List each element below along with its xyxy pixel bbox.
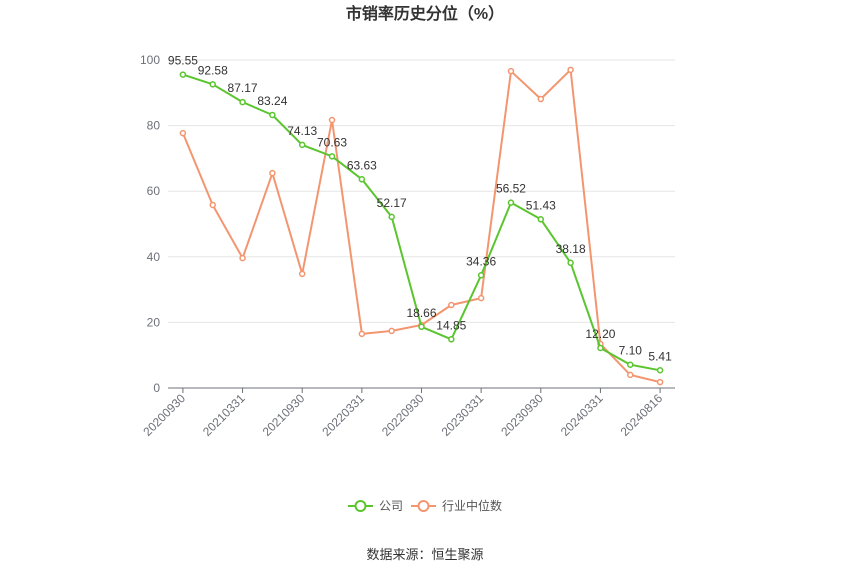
- company-point: [298, 141, 306, 149]
- data-label: 52.17: [377, 196, 407, 210]
- company-point: [269, 111, 276, 119]
- x-tick-label: 20230331: [439, 391, 487, 439]
- company-point: [328, 153, 336, 160]
- data-label: 14.85: [436, 318, 466, 332]
- data-label: 74.13: [287, 124, 317, 138]
- data-label: 34.36: [466, 254, 496, 268]
- data-label: 12.20: [585, 327, 615, 341]
- company-point: [627, 361, 634, 368]
- data-label: 5.41: [648, 349, 672, 363]
- industry-point: [269, 169, 276, 177]
- legend-industry-label: 行业中位数: [442, 498, 502, 513]
- industry-point: [328, 116, 336, 124]
- industry-point: [567, 66, 574, 74]
- x-tick-label: 20210930: [260, 391, 308, 439]
- industry-point: [179, 129, 187, 137]
- x-tick-label: 20220930: [379, 391, 427, 439]
- company-point: [656, 367, 664, 374]
- industry-point: [388, 327, 395, 335]
- company-point: [388, 213, 395, 221]
- series: [179, 66, 664, 386]
- y-tick-label: 80: [147, 119, 161, 133]
- data-label: 92.58: [198, 63, 228, 77]
- company-point: [537, 216, 545, 223]
- data-label: 7.10: [619, 344, 643, 358]
- company-point: [477, 272, 485, 279]
- data-label: 70.63: [317, 135, 347, 149]
- legend-industry-circle-icon: [417, 500, 430, 512]
- legend: 公司 行业中位数: [348, 498, 502, 513]
- industry-point: [656, 378, 664, 386]
- data-label: 38.18: [556, 242, 586, 256]
- company-point: [567, 259, 574, 267]
- company-point: [418, 323, 425, 331]
- data-source: 数据来源：恒生聚源: [366, 547, 483, 562]
- data-label: 87.17: [228, 81, 258, 95]
- industry-point: [537, 95, 545, 103]
- industry-point: [298, 270, 306, 278]
- industry-point: [507, 67, 515, 75]
- y-tick-label: 100: [140, 53, 160, 67]
- company-point: [209, 81, 216, 88]
- industry-point: [627, 371, 634, 379]
- legend-company-label: 公司: [379, 499, 403, 513]
- industry-point: [477, 294, 485, 302]
- data-label: 56.52: [496, 182, 526, 196]
- company-point: [507, 199, 515, 206]
- company-point: [448, 336, 455, 343]
- data-label: 63.63: [347, 158, 377, 172]
- x-tick-label: 20210331: [200, 391, 248, 439]
- y-tick-label: 0: [153, 381, 160, 395]
- company-point: [597, 344, 604, 352]
- chart-title: 市销率历史分位（%）: [346, 4, 504, 23]
- industry-point: [239, 254, 246, 262]
- industry-point: [358, 330, 366, 338]
- y-tick-label: 60: [147, 184, 161, 198]
- x-tick-label: 20220331: [319, 391, 367, 439]
- company-point: [239, 98, 246, 106]
- y-tick-label: 20: [147, 315, 161, 329]
- legend-item-company[interactable]: 公司: [348, 499, 403, 513]
- legend-company-circle-icon: [354, 500, 367, 512]
- y-tick-label: 40: [147, 250, 161, 264]
- industry-point: [209, 201, 216, 209]
- x-tick-label: 20240331: [558, 391, 606, 439]
- data-label: 83.24: [257, 94, 287, 108]
- data-label: 95.55: [168, 54, 198, 68]
- data-label: 18.66: [406, 306, 436, 320]
- data-label: 51.43: [526, 198, 556, 212]
- x-tick-label: 20200930: [140, 391, 188, 439]
- legend-item-industry[interactable]: 行业中位数: [411, 498, 502, 513]
- x-tick-label: 20230930: [498, 391, 546, 439]
- company-point: [179, 71, 187, 78]
- company-point: [358, 176, 366, 183]
- x-tick-label: 20240816: [618, 391, 666, 439]
- industry-point: [448, 301, 455, 309]
